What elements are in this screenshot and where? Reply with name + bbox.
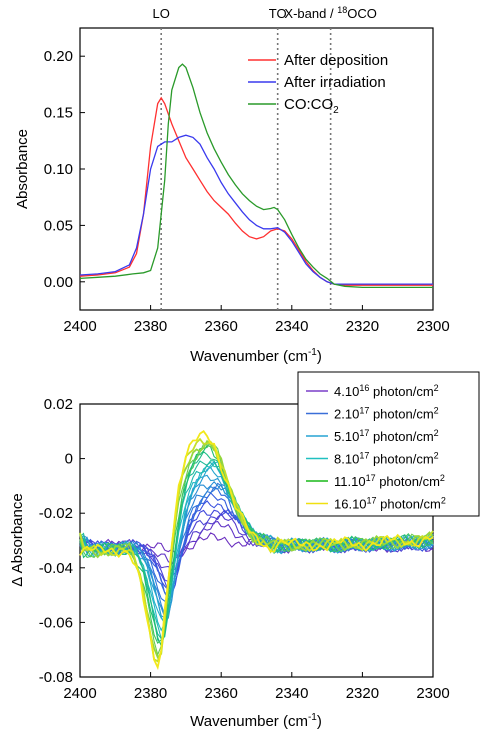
legend: After deposition After irradiation CO:CO2 <box>248 52 388 116</box>
legend-label-exp: 16 <box>359 383 369 393</box>
bot-ytick-label: 0 <box>65 451 73 468</box>
legend-label-pre: 11.10 <box>334 474 366 489</box>
legend-label-unit-exp: 2 <box>434 406 439 416</box>
bot-xtick-label: 2400 <box>63 685 96 702</box>
legend-label-text: After deposition <box>284 52 388 69</box>
legend-label-unit-exp: 2 <box>434 451 439 461</box>
legend-label-unit: photon/cm <box>369 429 433 444</box>
legend-label-sub: 2 <box>333 105 339 116</box>
legend-label-pre: 16.10 <box>334 497 367 512</box>
legend-label-unit: photon/cm <box>369 407 433 422</box>
bot-ytick-label: -0.04 <box>39 560 73 577</box>
bot-ytick-label: -0.06 <box>39 614 73 631</box>
legend-label-exp: 17 <box>367 496 377 506</box>
legend-label: 16.1017 photon/cm2 <box>334 496 446 512</box>
bot-xtick-label: 2340 <box>275 685 308 702</box>
series-group <box>79 63 433 289</box>
bot-xtick-label: 2380 <box>134 685 167 702</box>
top-xtick-label: 2400 <box>63 318 96 335</box>
legend-label-unit-exp: 2 <box>434 428 439 438</box>
legend-label-unit: photon/cm <box>376 474 440 489</box>
legend-label: CO:CO2 <box>284 96 339 116</box>
legend-label: After irradiation <box>284 74 386 91</box>
bot-ytick-label: -0.02 <box>39 505 73 522</box>
top-ytick-label: 0.00 <box>44 274 73 291</box>
difference-spectrum-line <box>79 429 434 671</box>
x-axis-ticks: 2400 2380 2360 2340 2320 2300 <box>63 305 450 335</box>
legend-label-unit: photon/cm <box>369 452 433 467</box>
y-axis-label: Absorbance <box>14 129 31 209</box>
legend-label-text: After irradiation <box>284 74 386 91</box>
legend-label-pre: 5.10 <box>334 429 359 444</box>
top-xtick-label: 2380 <box>134 318 167 335</box>
plot-frame <box>79 27 434 311</box>
legend-label: 4.1016 photon/cm2 <box>334 383 439 399</box>
bot-xtick-label: 2320 <box>346 685 379 702</box>
x-axis-label-end: ) <box>317 713 322 730</box>
top-xtick-label: 2320 <box>346 318 379 335</box>
x-axis-label-main: Wavenumber (cm <box>190 348 308 365</box>
x-axis-label-sup: -1 <box>308 347 317 358</box>
legend-label-pre: 8.10 <box>334 452 359 467</box>
x-axis-label-main: Wavenumber (cm <box>190 713 308 730</box>
x-axis-ticks: 2400 2380 2360 2340 2320 2300 <box>63 672 450 702</box>
legend-label-pre: 2.10 <box>334 407 359 422</box>
legend-box <box>297 371 480 517</box>
legend-label-text: CO:CO <box>284 96 333 113</box>
series-line <box>79 63 433 289</box>
top-ytick-label: 0.15 <box>44 105 73 122</box>
delta-absorbance-chart: 2400 2380 2360 2340 2320 2300 -0.08 -0.06 -0.04… <box>9 371 480 730</box>
y-axis-ticks: -0.08 -0.06 -0.04 -0.02 0 0.02 <box>39 396 85 686</box>
legend-label-exp: 17 <box>359 406 369 416</box>
marker-label-text: X-band / <box>284 6 337 21</box>
top-ytick-label: 0.10 <box>44 161 73 178</box>
x-axis-label-end: ) <box>317 348 322 365</box>
top-xtick-label: 2340 <box>275 318 308 335</box>
y-axis-ticks: 0.00 0.05 0.10 0.15 0.20 <box>44 48 85 291</box>
band-marker-lines: LO TOX-band / 18OCO <box>153 5 377 310</box>
legend-label-unit-exp: 2 <box>440 473 445 483</box>
marker-label-text: TO <box>269 6 287 21</box>
bot-ytick-label: -0.08 <box>39 669 73 686</box>
legend-label-unit-exp: 2 <box>441 496 446 506</box>
legend-label: 5.1017 photon/cm2 <box>334 428 439 444</box>
x-axis-label: Wavenumber (cm-1) <box>190 712 322 730</box>
legend-label-unit-exp: 2 <box>434 383 439 393</box>
y-axis-label: Δ Absorbance <box>9 493 26 586</box>
marker-label-text: LO <box>153 6 170 21</box>
bot-ytick-label: 0.02 <box>44 396 73 413</box>
bot-xtick-label: 2300 <box>416 685 449 702</box>
legend-label-exp: 17 <box>359 451 369 461</box>
marker-label: LO <box>153 6 170 21</box>
marker-label-end: OCO <box>347 6 377 21</box>
legend-label-unit: photon/cm <box>377 497 441 512</box>
marker-label-sup: 18 <box>337 5 347 15</box>
marker-label: TO <box>269 6 287 21</box>
legend-label: 11.1017 photon/cm2 <box>334 473 445 489</box>
legend-label-exp: 17 <box>366 473 376 483</box>
bot-xtick-label: 2360 <box>205 685 238 702</box>
series-line <box>79 134 433 285</box>
top-xtick-label: 2360 <box>205 318 238 335</box>
legend-label-exp: 17 <box>359 428 369 438</box>
top-ytick-label: 0.20 <box>44 48 73 65</box>
absorbance-chart: LO TOX-band / 18OCO 2400 2380 2360 2340 2320 2… <box>14 5 450 365</box>
top-ytick-label: 0.05 <box>44 217 73 234</box>
legend-label-pre: 4.10 <box>334 384 359 399</box>
x-axis-label-sup: -1 <box>308 712 317 723</box>
legend-label: After deposition <box>284 52 388 69</box>
legend-label: 8.1017 photon/cm2 <box>334 451 439 467</box>
x-axis-label: Wavenumber (cm-1) <box>190 347 322 365</box>
legend-label: 2.1017 photon/cm2 <box>334 406 439 422</box>
marker-label: X-band / 18OCO <box>284 5 376 21</box>
series-group <box>79 429 434 671</box>
top-xtick-label: 2300 <box>416 318 449 335</box>
legend-label-unit: photon/cm <box>369 384 433 399</box>
